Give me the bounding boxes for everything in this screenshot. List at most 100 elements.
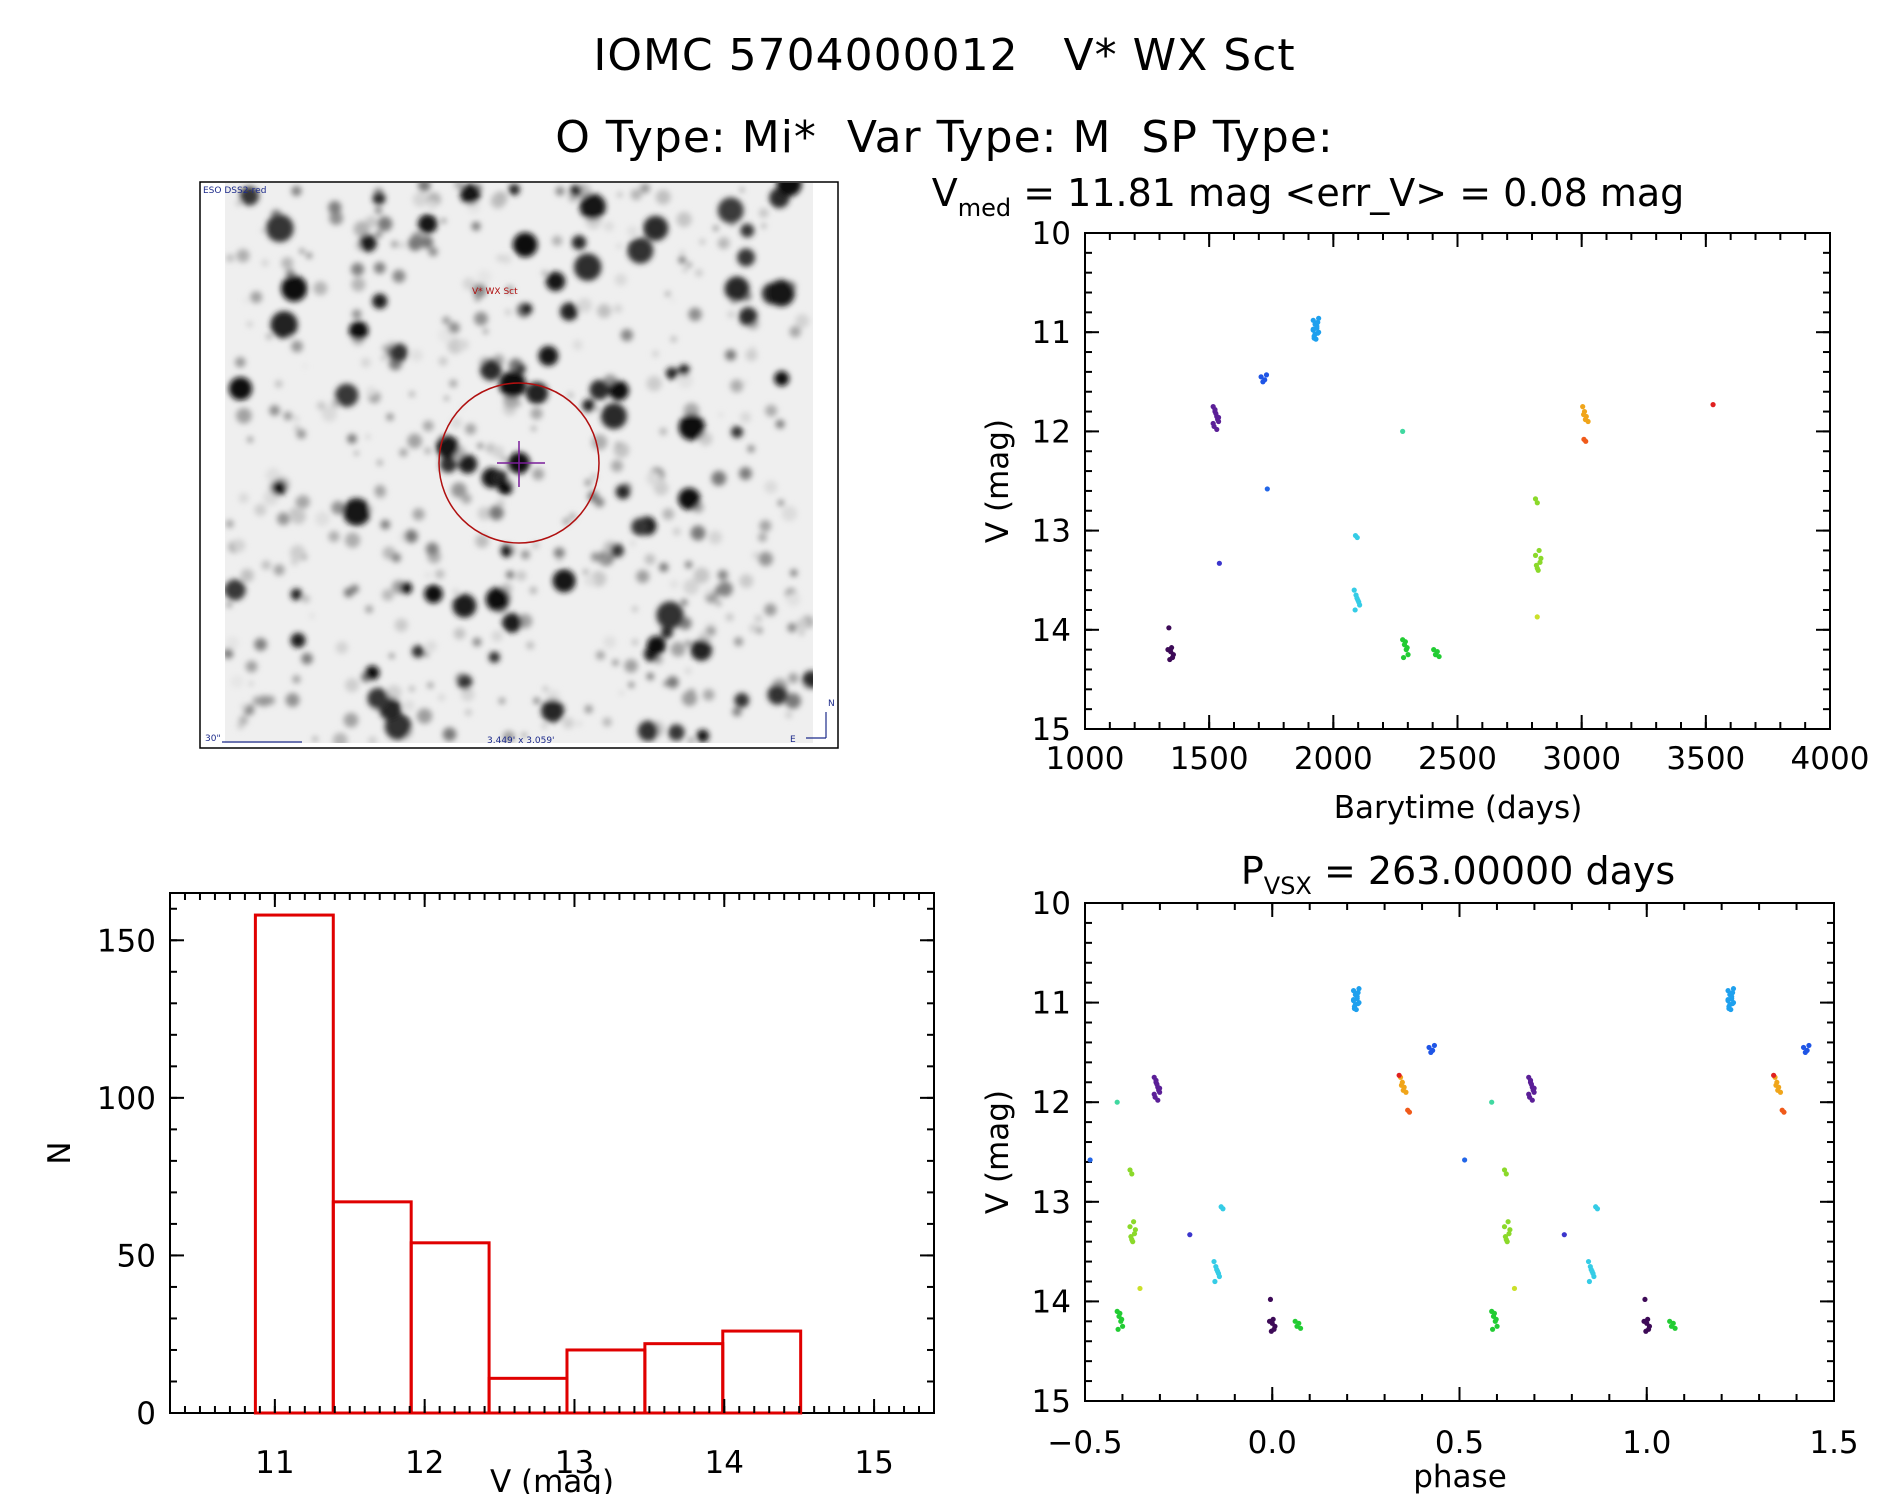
histogram-bar: [565, 1348, 647, 1415]
field-star: [400, 581, 413, 595]
field-star: [734, 692, 750, 708]
field-star: [740, 223, 755, 238]
lc-data-point: [1352, 607, 1358, 613]
field-star: [774, 370, 790, 387]
sky-noise: [225, 636, 240, 650]
sky-noise: [351, 309, 362, 320]
histogram-bar: [643, 1342, 725, 1415]
sky-noise: [629, 540, 636, 547]
sky-noise: [725, 349, 737, 361]
sky-noise: [505, 285, 515, 294]
sky-noise: [461, 493, 472, 504]
sky-noise: [615, 441, 622, 448]
phased-data-point: [1531, 1085, 1537, 1091]
histogram-ylabel: N: [42, 1141, 78, 1164]
phased-data-point: [1586, 1278, 1593, 1285]
sky-noise: [781, 505, 798, 522]
sky-noise: [550, 692, 555, 697]
sky-noise: [613, 304, 623, 313]
sky-noise: [460, 687, 475, 702]
sky-noise: [343, 587, 354, 598]
sky-noise: [243, 297, 249, 304]
sky-noise: [659, 427, 667, 436]
sky-noise: [758, 532, 767, 542]
phased-data-point: [1507, 1227, 1513, 1233]
sky-noise: [452, 588, 459, 595]
sky-noise: [672, 527, 681, 536]
sky-noise: [386, 413, 394, 421]
sky-noise: [684, 561, 693, 569]
sky-noise: [331, 500, 345, 515]
phased-data-point: [1588, 1266, 1594, 1273]
sky-noise: [597, 304, 612, 319]
sky-noise: [504, 308, 512, 316]
sky-noise: [754, 614, 763, 623]
sky-noise: [690, 525, 706, 541]
sky-noise: [374, 230, 383, 239]
sky-noise: [569, 512, 577, 520]
phased-data-point: [1398, 1082, 1405, 1088]
sky-noise: [630, 188, 642, 201]
field-star: [439, 455, 457, 473]
phased-curve-ticks: −0.5 0.0 0.5 1.0 1.5 10 11 12 13 14 15: [1032, 886, 1859, 1461]
star-blob-layer: [225, 183, 813, 743]
sky-noise: [708, 530, 723, 545]
phased-data-point: [1775, 1087, 1781, 1093]
sky-noise: [665, 291, 671, 297]
sky-noise: [347, 433, 357, 444]
sky-noise: [472, 283, 487, 298]
sky-noise: [389, 653, 395, 659]
phased-data-point: [1594, 1206, 1601, 1212]
sky-noise: [226, 601, 233, 608]
sky-noise: [261, 560, 271, 570]
sky-noise: [458, 339, 469, 351]
sky-noise: [680, 598, 688, 607]
phased-data-point: [1728, 991, 1734, 997]
lc-data-point: [1532, 496, 1539, 502]
sky-noise: [682, 267, 688, 273]
sky-noise: [240, 568, 254, 583]
phased-data-point: [1129, 1237, 1135, 1243]
lc-data-point: [1168, 645, 1175, 651]
field-star: [696, 729, 710, 743]
sky-noise: [344, 532, 361, 548]
field-star: [271, 480, 287, 496]
light-curve-points: [1165, 315, 1716, 663]
lc-data-point: [1434, 649, 1440, 655]
sky-noise: [238, 715, 249, 725]
phased-data-point: [1351, 1005, 1358, 1012]
lc-data-point: [1536, 547, 1542, 554]
star-field: [225, 183, 813, 743]
sky-noise: [715, 600, 722, 607]
y-tick-label: 50: [117, 1238, 156, 1274]
sky-noise: [644, 553, 656, 565]
lc-data-point: [1264, 486, 1270, 492]
sky-noise: [678, 256, 686, 264]
phased-curve-ylabel: V (mag): [980, 1090, 1016, 1214]
field-star: [768, 279, 795, 307]
light-curve-plot: Vmed = 11.81 mag <err_V> = 0.08 mag 1000…: [932, 171, 1870, 826]
sky-noise: [795, 313, 810, 329]
x-tick-label: 1000: [1046, 741, 1125, 777]
sky-noise: [602, 717, 612, 727]
sky-noise: [354, 451, 359, 456]
lc-data-point: [1216, 560, 1222, 566]
field-star: [608, 380, 629, 401]
sky-noise: [391, 553, 401, 563]
sky-noise: [496, 499, 505, 508]
field-star: [265, 214, 294, 243]
sky-noise: [532, 468, 545, 481]
sky-noise: [316, 401, 326, 411]
sky-noise: [410, 349, 423, 362]
field-star: [365, 665, 380, 681]
field-star: [560, 302, 579, 321]
phased-data-point: [1131, 1219, 1137, 1225]
sky-noise: [289, 544, 306, 561]
sky-noise: [669, 579, 679, 589]
sky-noise: [373, 261, 386, 274]
sky-noise: [321, 406, 338, 422]
sky-noise: [427, 682, 434, 689]
sky-noise: [699, 238, 706, 245]
sky-noise: [273, 564, 285, 576]
sky-noise: [292, 675, 301, 684]
